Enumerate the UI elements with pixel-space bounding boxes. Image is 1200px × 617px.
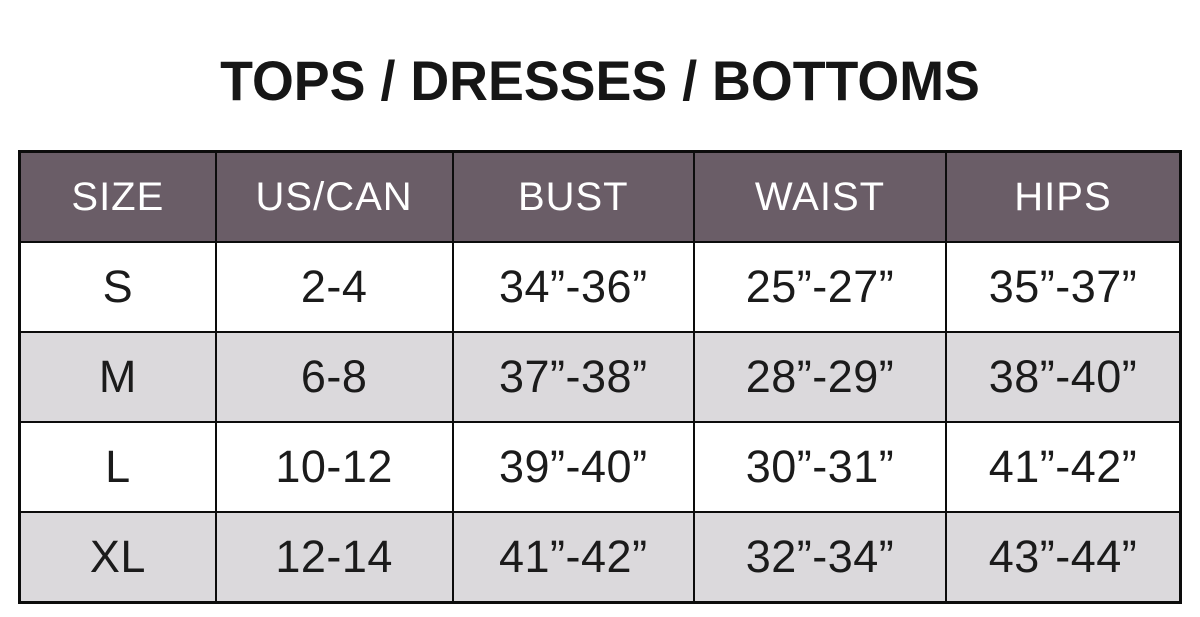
- cell-bust: 39”-40”: [451, 421, 696, 513]
- size-chart-table: SIZE US/CAN BUST WAIST HIPS S 2-4 34”-36…: [18, 150, 1182, 604]
- header-cell-waist: WAIST: [693, 150, 947, 243]
- cell-bust: 41”-42”: [451, 511, 696, 604]
- cell-waist: 28”-29”: [693, 331, 947, 423]
- header-cell-hips: HIPS: [944, 150, 1182, 243]
- cell-hips: 35”-37”: [944, 241, 1182, 333]
- cell-hips: 41”-42”: [944, 421, 1182, 513]
- cell-size: XL: [18, 511, 217, 604]
- table-row-xl: XL 12-14 41”-42” 32”-34” 43”-44”: [18, 511, 1182, 604]
- cell-uscan: 10-12: [214, 421, 454, 513]
- cell-waist: 30”-31”: [693, 421, 947, 513]
- cell-bust: 34”-36”: [451, 241, 696, 333]
- cell-uscan: 12-14: [214, 511, 454, 604]
- cell-hips: 38”-40”: [944, 331, 1182, 423]
- cell-size: S: [18, 241, 217, 333]
- page-title: TOPS / DRESSES / BOTTOMS: [220, 49, 980, 112]
- cell-size: L: [18, 421, 217, 513]
- cell-waist: 25”-27”: [693, 241, 947, 333]
- cell-uscan: 6-8: [214, 331, 454, 423]
- table-row-l: L 10-12 39”-40” 30”-31” 41”-42”: [18, 421, 1182, 513]
- cell-bust: 37”-38”: [451, 331, 696, 423]
- header-cell-uscan: US/CAN: [214, 150, 454, 243]
- cell-waist: 32”-34”: [693, 511, 947, 604]
- cell-uscan: 2-4: [214, 241, 454, 333]
- table-row-m: M 6-8 37”-38” 28”-29” 38”-40”: [18, 331, 1182, 423]
- table-row-s: S 2-4 34”-36” 25”-27” 35”-37”: [18, 241, 1182, 333]
- header-row: SIZE US/CAN BUST WAIST HIPS: [18, 150, 1182, 243]
- cell-hips: 43”-44”: [944, 511, 1182, 604]
- cell-size: M: [18, 331, 217, 423]
- header-cell-size: SIZE: [18, 150, 217, 243]
- header-cell-bust: BUST: [451, 150, 696, 243]
